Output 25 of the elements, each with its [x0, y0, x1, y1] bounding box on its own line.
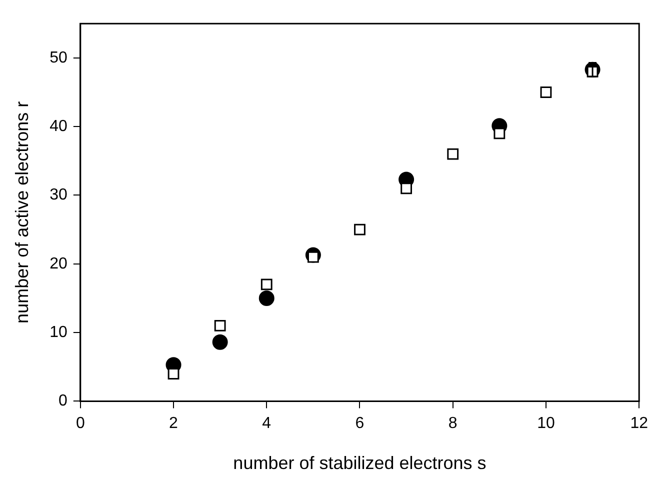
y-tick-label: 40: [50, 118, 68, 135]
point: [447, 148, 459, 160]
x-tick-label: 4: [262, 415, 272, 432]
y-tick-label: 50: [50, 49, 68, 66]
point: [214, 320, 226, 332]
y-tick-label: 10: [50, 324, 68, 341]
point: [212, 334, 228, 350]
x-axis-title: number of stabilized electrons s: [233, 453, 486, 474]
x-tick-label: 8: [448, 415, 458, 432]
x-tick-label: 2: [169, 415, 178, 432]
point: [260, 278, 272, 290]
point: [168, 368, 180, 380]
x-tick-label: 10: [537, 415, 555, 432]
x-tick-label: 12: [630, 415, 648, 432]
point: [540, 86, 552, 98]
y-axis-title: number of active electrons r: [12, 101, 32, 324]
x-tick-label: 0: [76, 415, 85, 432]
y-tick-label: 0: [58, 392, 68, 410]
point: [258, 290, 274, 306]
point: [354, 224, 366, 236]
y-tick-label: 20: [50, 255, 68, 272]
point: [400, 182, 412, 194]
point: [494, 128, 506, 140]
x-tick-label: 6: [355, 415, 364, 432]
y-tick-label: 30: [50, 186, 68, 204]
